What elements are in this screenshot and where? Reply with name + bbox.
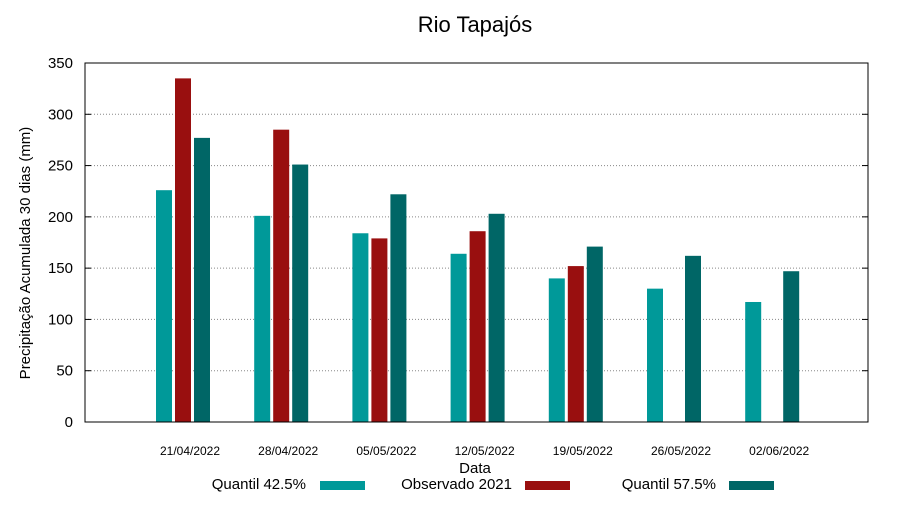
legend-label: Quantil 42.5% xyxy=(212,476,306,493)
bar-quantil-42-5- xyxy=(548,278,565,422)
x-axis-label: Data xyxy=(459,460,491,477)
x-tick-label: 19/05/2022 xyxy=(553,444,613,458)
bar-observado-2021 xyxy=(371,238,388,422)
y-tick-label: 200 xyxy=(48,209,73,226)
bar-quantil-57-5- xyxy=(194,137,210,422)
bar-quantil-42-5- xyxy=(745,301,762,422)
y-axis-label: Precipitação Acumulada 30 dias (mm) xyxy=(17,127,34,380)
bar-quantil-57-5- xyxy=(586,246,603,422)
bar-quantil-57-5- xyxy=(783,271,800,422)
bar-observado-2021 xyxy=(469,231,486,422)
y-tick-label: 50 xyxy=(56,363,73,380)
y-tick-label: 350 xyxy=(48,55,73,72)
bar-quantil-57-5- xyxy=(488,213,505,422)
y-tick-label: 0 xyxy=(65,414,73,431)
legend-swatch xyxy=(525,481,570,490)
x-tick-label: 21/04/2022 xyxy=(160,444,220,458)
bar-quantil-57-5- xyxy=(685,255,701,422)
bar-observado-2021 xyxy=(273,129,290,422)
y-tick-label: 250 xyxy=(48,158,73,175)
bar-observado-2021 xyxy=(175,78,191,422)
y-axis-ticks: 0 50 100 150 200 250 300 350 xyxy=(48,55,868,431)
x-axis-ticks: 21/04/2022 28/04/2022 05/05/2022 12/05/2022… xyxy=(160,444,810,458)
x-tick-label: 02/06/2022 xyxy=(749,444,809,458)
x-tick-label: 26/05/2022 xyxy=(651,444,711,458)
legend: Quantil 42.5% Observado 2021 Quantil 57.5% xyxy=(212,476,774,493)
x-tick-label: 12/05/2022 xyxy=(455,444,515,458)
bars xyxy=(156,78,800,422)
bar-quantil-42-5- xyxy=(647,288,663,422)
legend-label: Quantil 57.5% xyxy=(622,476,716,493)
bar-quantil-42-5- xyxy=(352,233,369,422)
plot-frame xyxy=(84,62,869,423)
bar-quantil-57-5- xyxy=(292,164,309,422)
x-tick-label: 05/05/2022 xyxy=(356,444,416,458)
chart-title: Rio Tapajós xyxy=(418,12,533,37)
legend-swatch xyxy=(729,481,774,490)
y-tick-label: 150 xyxy=(48,260,73,277)
y-tick-label: 300 xyxy=(48,106,73,123)
legend-swatch xyxy=(320,481,365,490)
bar-quantil-57-5- xyxy=(390,194,407,422)
y-tick-label: 100 xyxy=(48,311,73,328)
legend-label: Observado 2021 xyxy=(401,476,512,493)
x-tick-label: 28/04/2022 xyxy=(258,444,318,458)
bar-quantil-42-5- xyxy=(156,190,172,422)
bar-observado-2021 xyxy=(567,266,584,422)
bar-quantil-42-5- xyxy=(254,215,271,422)
bar-quantil-42-5- xyxy=(450,253,467,422)
